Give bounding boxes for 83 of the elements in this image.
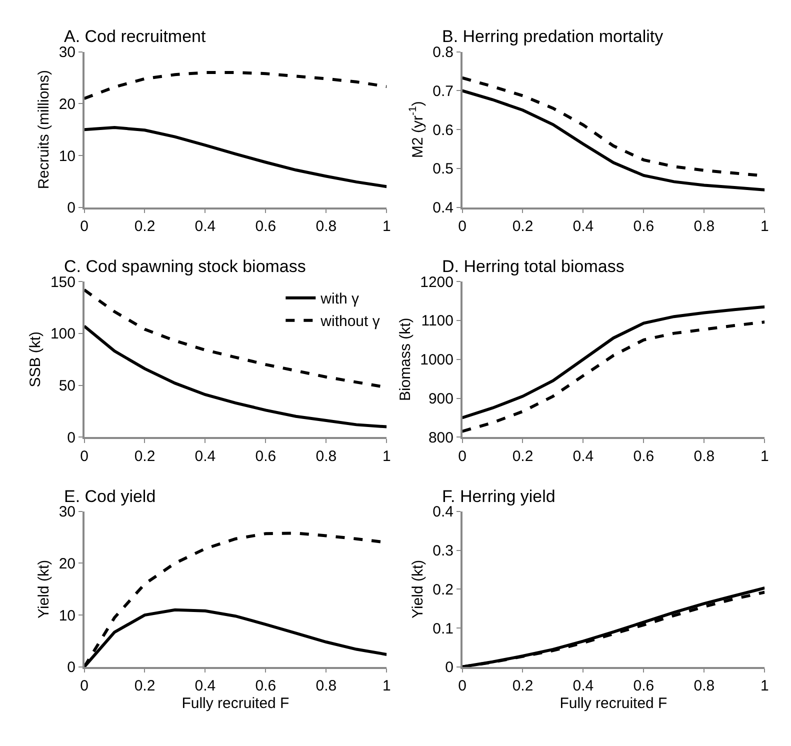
x-tick-label: 0.6 [255, 678, 276, 695]
y-tick-label: 1000 [420, 352, 454, 369]
x-tick-label: 0.4 [194, 218, 216, 236]
x-tick-label: 0.6 [633, 678, 654, 695]
x-tick-label: 0.8 [694, 678, 715, 695]
y-tick-label: 30 [58, 504, 76, 521]
x-tick-label: 0 [458, 448, 466, 465]
x-tick-label: 0 [80, 678, 88, 695]
y-tick-label: 900 [428, 390, 454, 408]
y-tick-label: 800 [428, 429, 454, 446]
chart-title: A. Cod recruitment [64, 27, 206, 46]
x-tick-label: 0.8 [316, 678, 337, 695]
y-tick-label: 0 [67, 200, 76, 217]
x-tick-label: 1 [760, 678, 769, 695]
y-tick-label: 10 [58, 607, 76, 624]
y-axis-title: Biomass (kt) [396, 318, 414, 402]
x-tick-label: 0 [80, 218, 88, 236]
y-tick-label: 10 [58, 148, 76, 165]
line-series [84, 71, 387, 100]
y-tick-label: 0.1 [432, 620, 454, 638]
x-tick-label: 0.6 [633, 448, 654, 465]
x-tick-label: 0.4 [194, 678, 216, 695]
x-tick-label: 0.6 [633, 218, 654, 236]
y-tick-label: 0.8 [432, 44, 454, 62]
y-tick-label: 1100 [421, 312, 454, 330]
y-axis-title: Yield (kt) [36, 560, 53, 618]
x-tick-label: 0.8 [694, 218, 715, 236]
y-tick-label: 0 [67, 659, 76, 676]
x-tick-label: 0.2 [512, 678, 534, 695]
x-tick-label: 0 [458, 678, 466, 695]
y-axis-title: Yield (kt) [409, 560, 426, 618]
x-tick-label: 1 [760, 448, 769, 465]
y-axis-title: SSB (kt) [27, 331, 44, 388]
x-tick-label: 0.8 [316, 218, 337, 236]
y-tick-label: 20 [58, 555, 76, 572]
x-tick-label: 0.2 [134, 448, 156, 465]
y-tick-label: 0 [445, 659, 454, 676]
chart-title: E. Cod yield [64, 487, 156, 506]
x-tick-label: 0 [80, 448, 88, 465]
y-tick-label: 1200 [420, 274, 454, 291]
x-tick-label: 0.4 [194, 448, 216, 465]
x-tick-label: 0.2 [134, 218, 156, 236]
legend-label: with γ [320, 290, 360, 308]
x-tick-label: 0.2 [134, 678, 156, 695]
line-series [462, 89, 765, 192]
x-tick-label: 1 [760, 218, 769, 236]
x-tick-label: 1 [382, 218, 391, 236]
x-tick-label: 0 [458, 218, 466, 236]
y-tick-label: 0.4 [432, 200, 454, 217]
x-tick-label: 0.4 [572, 448, 594, 465]
y-tick-label: 0.2 [432, 581, 454, 598]
chart-title: C. Cod spawning stock biomass [64, 257, 306, 276]
y-tick-label: 50 [58, 378, 76, 395]
y-tick-label: 20 [58, 96, 76, 113]
y-tick-label: 0.4 [432, 504, 454, 521]
y-tick-label: 0.5 [432, 160, 454, 178]
legend-label: without γ [320, 313, 380, 330]
x-tick-label: 0.4 [572, 678, 594, 695]
chart-title: F. Herring yield [442, 487, 556, 506]
y-tick-label: 0 [67, 429, 76, 446]
x-axis-title: Fully recruited F [560, 695, 668, 712]
x-tick-label: 1 [382, 678, 391, 695]
x-tick-label: 1 [382, 448, 391, 465]
y-tick-label: 0.6 [432, 122, 454, 139]
y-tick-label: 0.3 [432, 542, 454, 560]
x-tick-label: 0.2 [512, 218, 534, 236]
x-tick-label: 0.6 [255, 448, 276, 465]
line-series [462, 305, 765, 420]
line-series [84, 126, 387, 188]
y-axis-title: Recruits (millions) [36, 70, 53, 190]
x-tick-label: 0.6 [255, 218, 276, 236]
y-tick-label: 100 [50, 326, 76, 343]
chart-title: D. Herring total biomass [442, 257, 624, 276]
x-tick-label: 0.8 [316, 448, 337, 465]
chart-title: B. Herring predation mortality [442, 27, 664, 46]
y-tick-label: 0.7 [432, 82, 454, 100]
x-axis-title: Fully recruited F [182, 695, 290, 712]
y-tick-label: 30 [58, 44, 76, 62]
line-series [462, 320, 765, 433]
x-tick-label: 0.4 [572, 218, 594, 236]
x-tick-label: 0.8 [694, 448, 715, 465]
x-tick-label: 0.2 [512, 448, 534, 465]
y-tick-label: 150 [50, 274, 76, 291]
